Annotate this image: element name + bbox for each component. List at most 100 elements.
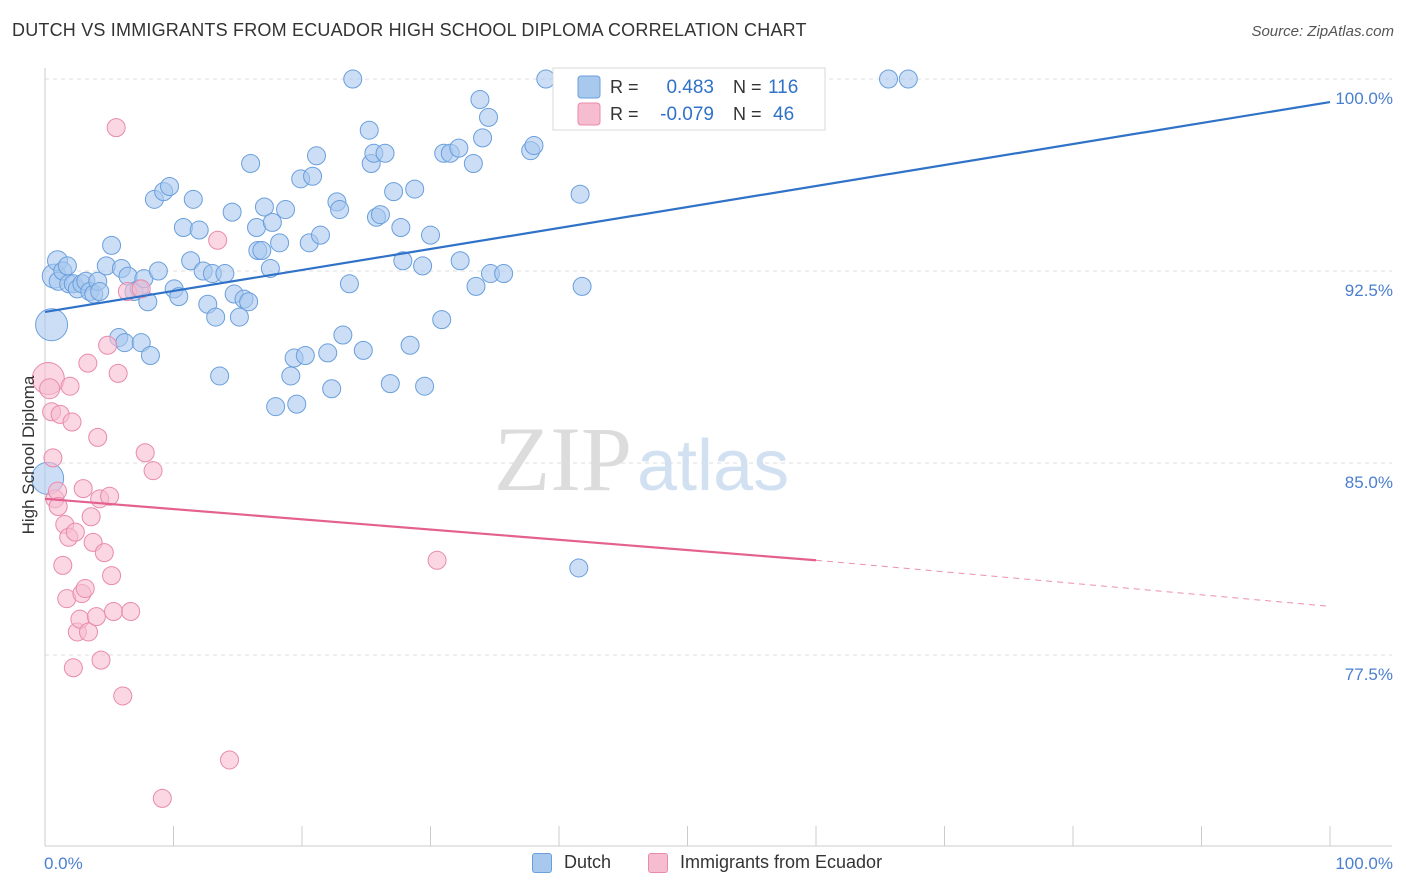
x-tick-label-min: 0.0% (44, 854, 83, 873)
ecuador-point (43, 448, 63, 468)
ecuador-point (78, 622, 98, 642)
ecuador-point (91, 650, 111, 670)
dutch-point (569, 558, 589, 578)
ecuador-point (75, 578, 95, 598)
dutch-point (210, 366, 230, 386)
dutch-point (206, 307, 226, 327)
dutch-point (380, 374, 400, 394)
ecuador-point (135, 443, 155, 463)
ecuador-point (86, 607, 106, 627)
dutch-point (339, 274, 359, 294)
legend-label-dutch: Dutch (564, 852, 612, 872)
dutch-point (391, 217, 411, 237)
stats-legend-n-value-dutch: 116 (768, 77, 798, 98)
stats-legend: R = 0.483 N = 116 R = -0.079 N = 46 (552, 67, 826, 131)
ecuador-point (63, 658, 83, 678)
ecuador-point (98, 335, 118, 355)
dutch-point (353, 340, 373, 360)
legend-item-ecuador: Immigrants from Ecuador (648, 852, 882, 873)
legend-item-dutch: Dutch (532, 852, 611, 873)
ecuador-point (131, 279, 151, 299)
stats-legend-r-label-dutch: R = (610, 77, 639, 97)
dutch-point (572, 276, 592, 296)
dutch-point (295, 345, 315, 365)
ecuador-point (104, 601, 124, 621)
ecuador-point (106, 118, 126, 138)
ecuador-point (60, 376, 80, 396)
dutch-point (160, 177, 180, 197)
y-tick-label: 100.0% (1335, 89, 1393, 108)
legend-label-ecuador: Immigrants from Ecuador (680, 852, 883, 872)
watermark: ZIP atlas (494, 408, 789, 510)
dutch-point (181, 251, 201, 271)
dutch-point (35, 308, 69, 342)
dutch-point (260, 258, 280, 278)
dutch-point (400, 335, 420, 355)
ecuador-trend-line (44, 497, 817, 562)
ecuador-point (427, 550, 447, 570)
ecuador-point (62, 412, 82, 432)
dutch-point (310, 225, 330, 245)
y-tick-label: 92.5% (1345, 281, 1393, 300)
dutch-point (466, 276, 486, 296)
ecuador-point (121, 601, 141, 621)
dutch-point (307, 146, 327, 166)
ecuador-point (53, 555, 73, 575)
ecuador-point (220, 750, 240, 770)
dutch-point (413, 256, 433, 276)
ecuador-point (78, 353, 98, 373)
dutch-point (303, 166, 323, 186)
source-credit: Source: ZipAtlas.com (1251, 23, 1394, 40)
dutch-point (879, 69, 899, 89)
dutch-point (102, 235, 122, 255)
y-tick-label: 85.0% (1345, 473, 1393, 492)
dutch-point (570, 184, 590, 204)
dutch-point (318, 343, 338, 363)
ecuador-point (39, 378, 61, 400)
ecuador-point (208, 230, 228, 250)
dutch-point (266, 397, 286, 417)
dutch-point (229, 307, 249, 327)
dutch-point (239, 292, 259, 312)
ecuador-point (102, 566, 122, 586)
watermark-atlas: atlas (637, 426, 789, 506)
dutch-point (173, 217, 193, 237)
dutch-point (287, 394, 307, 414)
dutch-point (148, 261, 168, 281)
x-tick-label-max: 100.0% (1335, 854, 1393, 873)
dutch-point (494, 264, 514, 284)
stats-legend-swatch-ecuador (577, 102, 601, 126)
dutch-point (473, 128, 493, 148)
dutch-trend-line (44, 100, 1331, 314)
dutch-point (90, 281, 110, 301)
points-layer (31, 69, 918, 808)
ecuador-point (100, 486, 120, 506)
y-tick-label: 77.5% (1345, 665, 1393, 684)
dutch-point (536, 69, 556, 89)
legend-swatch-dutch (532, 852, 552, 873)
dutch-point (247, 217, 267, 237)
ecuador-point (143, 461, 163, 481)
dutch-point (370, 205, 390, 225)
watermark-zip: ZIP (494, 408, 632, 510)
dutch-point (140, 345, 160, 365)
dutch-point (241, 153, 261, 173)
dutch-point (254, 197, 274, 217)
dutch-point (330, 200, 350, 220)
dutch-point (415, 376, 435, 396)
ecuador-point (152, 788, 172, 808)
stats-legend-n-label-dutch: N = (733, 77, 762, 97)
dutch-point (393, 251, 413, 271)
dutch-point (115, 333, 135, 353)
dutch-point (276, 200, 296, 220)
dutch-point (524, 136, 544, 156)
dutch-point (432, 310, 452, 330)
ecuador-point (94, 543, 114, 563)
dutch-point (384, 182, 404, 202)
dutch-point (449, 138, 469, 158)
stats-legend-r-label-ecuador: R = (610, 104, 639, 124)
dutch-point (333, 325, 353, 345)
ecuador-point (73, 479, 93, 499)
dutch-point (270, 233, 290, 253)
dutch-point (450, 251, 470, 271)
